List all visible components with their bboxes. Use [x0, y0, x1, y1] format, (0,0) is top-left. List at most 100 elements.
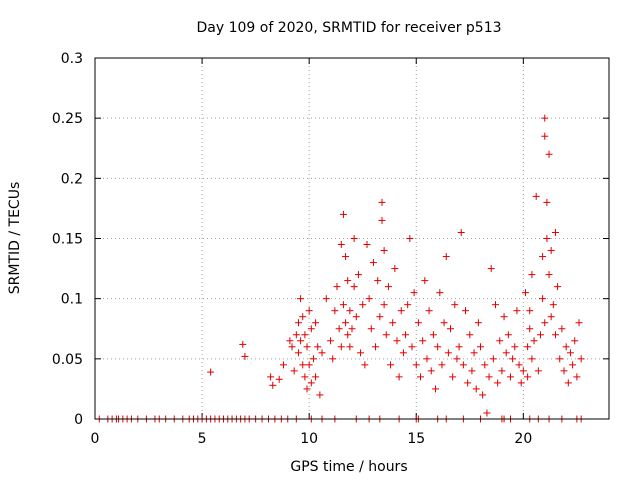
x-axis-title: GPS time / hours: [290, 459, 407, 475]
data-point: [363, 241, 371, 249]
plot-frame: [94, 57, 610, 420]
data-point: [447, 325, 455, 333]
data-point: [412, 361, 420, 369]
data-point: [556, 355, 564, 363]
data-point: [303, 343, 311, 351]
data-point: [294, 319, 302, 327]
data-point: [380, 247, 388, 255]
data-point: [279, 361, 287, 369]
y-tick-label: 0.1: [61, 292, 83, 308]
data-point: [515, 361, 523, 369]
data-point: [551, 331, 559, 339]
data-point: [318, 349, 326, 357]
data-point: [410, 289, 418, 297]
data-point: [487, 265, 495, 273]
data-point: [545, 150, 553, 158]
data-point: [399, 349, 407, 357]
data-point: [331, 307, 339, 315]
data-point: [408, 343, 416, 351]
data-point: [312, 319, 320, 327]
data-point: [564, 379, 572, 387]
data-point: [472, 385, 480, 393]
data-point: [455, 343, 463, 351]
data-point: [551, 228, 559, 236]
data-point: [457, 228, 465, 236]
data-point: [571, 337, 579, 345]
data-point: [541, 114, 549, 122]
data-point: [506, 373, 514, 381]
data-point: [314, 343, 322, 351]
data-point: [342, 319, 350, 327]
data-point: [474, 319, 482, 327]
data-point: [305, 361, 313, 369]
data-point: [481, 361, 489, 369]
data-point: [468, 367, 476, 375]
data-point: [395, 373, 403, 381]
data-point: [513, 307, 521, 315]
data-point: [301, 373, 309, 381]
data-point: [344, 331, 352, 339]
data-points: [95, 114, 585, 423]
data-point: [539, 295, 547, 303]
data-point: [449, 373, 457, 381]
data-point: [329, 355, 337, 363]
data-point: [361, 361, 369, 369]
data-point: [543, 235, 551, 242]
data-point: [414, 319, 422, 327]
data-point: [541, 319, 549, 327]
data-point: [569, 361, 577, 369]
data-point: [339, 301, 347, 309]
data-point: [337, 241, 345, 249]
data-point: [350, 283, 358, 291]
data-point: [509, 355, 517, 363]
y-axis-title: SRMTID / TECUs: [7, 182, 23, 295]
data-point: [299, 313, 307, 321]
x-tick-label: 5: [198, 431, 207, 447]
data-point: [500, 313, 508, 321]
data-point: [339, 210, 347, 218]
data-point: [352, 313, 360, 321]
data-point: [432, 385, 440, 393]
data-point: [307, 379, 315, 387]
data-point: [504, 331, 512, 339]
data-point: [479, 391, 487, 399]
data-point: [365, 295, 373, 303]
data-point: [380, 301, 388, 309]
data-point: [357, 349, 365, 357]
data-point: [423, 355, 431, 363]
data-point: [511, 343, 519, 351]
gridlines: [95, 58, 609, 419]
data-point: [288, 343, 296, 351]
data-point: [554, 283, 562, 291]
data-point: [451, 301, 459, 309]
data-point: [333, 283, 341, 291]
data-point: [547, 247, 555, 255]
data-point: [547, 313, 555, 321]
data-point: [440, 319, 448, 327]
data-point: [442, 253, 450, 261]
data-point: [335, 325, 343, 333]
data-point: [404, 301, 412, 309]
data-point: [382, 331, 390, 339]
data-point: [402, 331, 410, 339]
data-point: [470, 349, 478, 357]
data-point: [530, 337, 538, 345]
data-point: [292, 331, 300, 339]
data-point: [378, 198, 386, 206]
y-tick-label: 0.3: [61, 51, 83, 67]
data-point: [526, 307, 534, 315]
data-point: [393, 337, 401, 345]
chart-title: Day 109 of 2020, SRMTID for receiver p51…: [196, 20, 501, 36]
data-point: [532, 192, 540, 200]
y-tick-label: 0.25: [52, 111, 83, 127]
data-point: [543, 198, 551, 206]
data-point: [384, 283, 392, 291]
data-point: [397, 307, 405, 315]
data-point: [498, 367, 506, 375]
y-tick-label: 0.05: [52, 352, 83, 368]
data-point: [309, 355, 317, 363]
data-point: [350, 235, 358, 242]
data-point: [406, 235, 414, 242]
x-tick-label: 20: [514, 431, 532, 447]
y-tick-label: 0.2: [61, 171, 83, 187]
